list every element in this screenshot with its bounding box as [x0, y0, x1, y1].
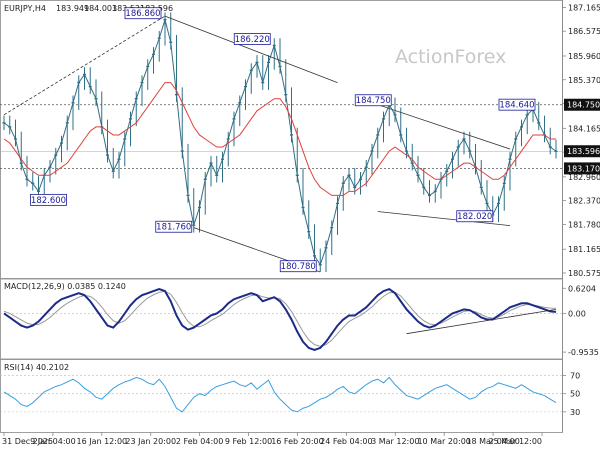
- annotation-box-3: [498, 98, 536, 111]
- price-tick-label-2: 185.960: [568, 52, 600, 61]
- price-tick-label-3: 185.370: [568, 76, 600, 85]
- macd-panel-frame: [0, 278, 563, 360]
- ohlc-high: 184.003: [84, 4, 117, 13]
- level-marker-0-box: [564, 98, 600, 111]
- price-tick-label-9: 181.780: [568, 220, 600, 229]
- x-tick-label-11: 25 Mar 12:00: [489, 437, 542, 446]
- annotation-label-6: 180.780: [281, 262, 316, 272]
- dashed-trendline: [3, 15, 166, 116]
- price-tick-label-10: 181.165: [568, 245, 600, 254]
- annotation-box-0: [124, 7, 162, 20]
- price-tick-label-1: 186.575: [568, 27, 600, 36]
- annotation-box-2: [354, 94, 392, 107]
- rsi-line: [3, 376, 557, 413]
- annotation-box-4: [30, 193, 67, 206]
- x-tick-label-3: 23 Jan 20:00: [125, 437, 176, 446]
- ohlc-open: 183.949: [56, 4, 89, 13]
- x-tick-label-4: 2 Feb 04:00: [176, 437, 223, 446]
- macd-tick-label-0: 0.6204: [568, 284, 596, 293]
- price-tick-label-7: 182.960: [568, 173, 600, 182]
- price-tick-label-8: 182.370: [568, 197, 600, 206]
- macd-tick-label-1: 0.00: [568, 309, 586, 318]
- macd-trendline: [406, 308, 557, 335]
- annotation-box-5: [155, 220, 193, 233]
- annotation-box-7: [456, 210, 494, 223]
- symbol-header: EURJPY,H4: [4, 4, 46, 13]
- triangle-lower-line: [377, 211, 511, 227]
- macd-signal-line: [3, 290, 557, 347]
- annotation-box-6: [279, 260, 317, 273]
- level-marker-1-label: 183.170: [567, 164, 600, 173]
- annotation-label-5: 181.760: [156, 223, 191, 233]
- rsi-tick-label-0: 70: [570, 372, 580, 381]
- rsi-tick-label-2: 30: [570, 408, 580, 417]
- macd-tick-label-2: -0.9535: [568, 348, 599, 357]
- upper-channel-line: [164, 15, 338, 83]
- current-price-marker-label: 183.596: [567, 147, 600, 156]
- x-tick-label-9: 10 Mar 20:00: [417, 437, 470, 446]
- triangle-upper-line: [371, 102, 511, 150]
- rsi-tick-label-1: 50: [570, 390, 580, 399]
- annotation-label-2: 184.750: [356, 96, 391, 106]
- macd-line: [3, 287, 557, 351]
- annotation-label-0: 186.860: [125, 9, 160, 19]
- annotation-label-3: 184.640: [499, 101, 534, 111]
- price-tick-label-5: 184.165: [568, 124, 600, 133]
- x-tick-label-6: 16 Feb 20:00: [271, 437, 323, 446]
- annotation-label-1: 186.220: [235, 35, 270, 45]
- annotation-label-7: 182.020: [457, 212, 492, 222]
- macd-header: MACD(12,26,9) 0.0385 0.1240: [4, 282, 126, 291]
- price-panel-frame: [0, 0, 563, 279]
- level-marker-0-label: 184.750: [567, 101, 600, 110]
- rsi-panel-frame: [0, 359, 563, 433]
- x-tick-label-8: 3 Mar 12:00: [371, 437, 419, 446]
- x-tick-label-7: 24 Feb 04:00: [320, 437, 372, 446]
- price-line: [3, 17, 557, 266]
- level-marker-1-box: [564, 162, 600, 175]
- watermark: ActionForex: [395, 46, 506, 68]
- current-price-marker-box: [564, 145, 600, 158]
- price-tick-label-11: 180.575: [568, 269, 600, 278]
- price-tick-label-0: 187.165: [568, 3, 600, 12]
- x-tick-label-2: 16 Jan 12:00: [76, 437, 127, 446]
- x-tick-label-1: 9 Jan 04:00: [30, 437, 76, 446]
- x-tick-label-10: 18 Mar 04:00: [466, 437, 519, 446]
- annotation-label-4: 182.600: [31, 196, 66, 206]
- x-tick-label-5: 9 Feb 12:00: [225, 437, 272, 446]
- annotation-box-1: [233, 33, 271, 45]
- moving-average-line: [3, 82, 556, 196]
- rsi-header: RSI(14) 40.2102: [4, 363, 69, 372]
- x-tick-label-0: 31 Dec 2025: [2, 437, 53, 446]
